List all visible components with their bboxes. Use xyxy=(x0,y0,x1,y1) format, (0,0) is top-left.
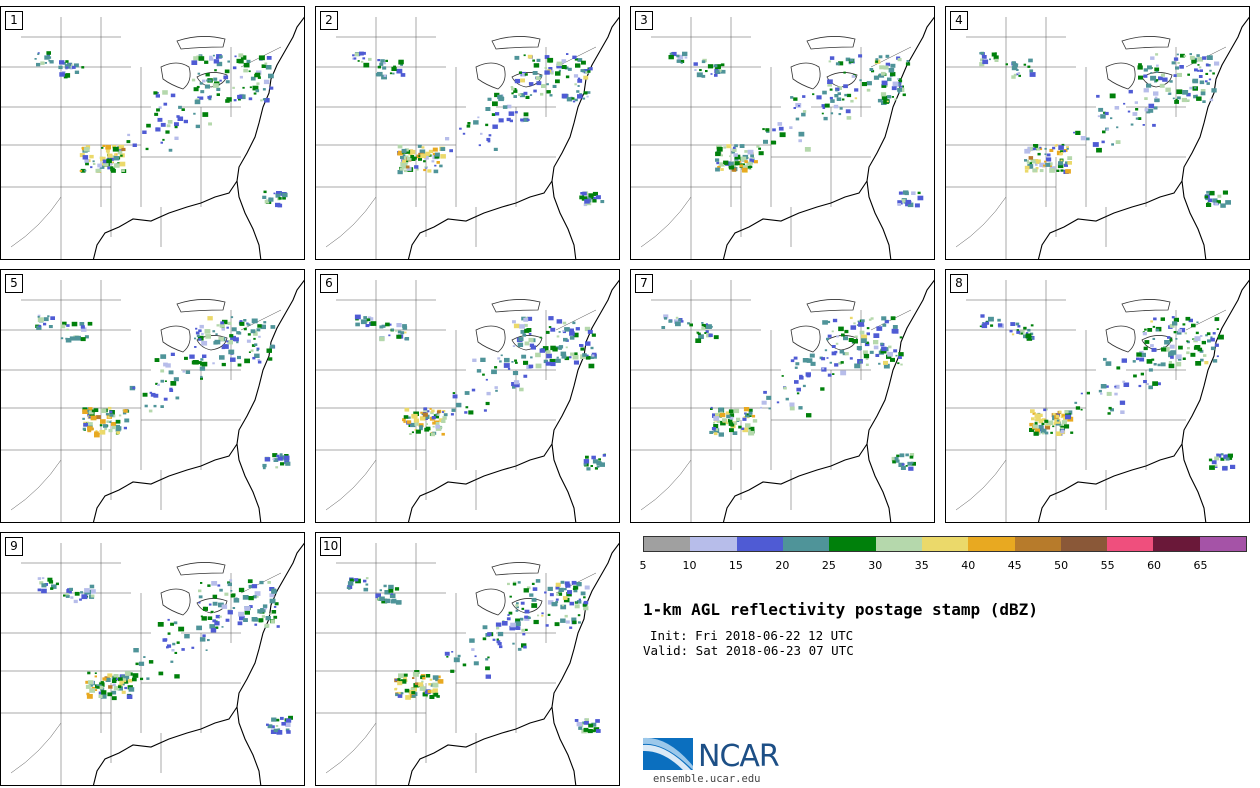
colorbar-segment xyxy=(690,537,737,551)
colorbar-tick-label: 20 xyxy=(775,559,790,572)
figure-title: 1-km AGL reflectivity postage stamp (dBZ… xyxy=(643,600,1038,619)
colorbar-segment xyxy=(1199,537,1247,551)
member-panel: 10 xyxy=(315,532,620,786)
us-map xyxy=(316,16,619,259)
member-number: 1 xyxy=(5,11,23,30)
us-map xyxy=(1,16,304,259)
colorbar-segment xyxy=(1014,537,1061,551)
colorbar-tick-labels: 5 10 15 20 25 30 35 40 45 50 55 60 65 xyxy=(639,559,1247,573)
colorbar-tick-label: 40 xyxy=(961,559,976,572)
member-number: 6 xyxy=(320,274,338,293)
colorbar-segment xyxy=(829,537,876,551)
colorbar-segment xyxy=(782,537,830,551)
member-panel: 6 xyxy=(315,269,620,523)
member-panel: 2 xyxy=(315,6,620,260)
colorbar-segment xyxy=(968,537,1015,551)
logo-url: ensemble.ucar.edu xyxy=(653,773,761,785)
us-map xyxy=(316,279,619,522)
valid-time: Valid: Sat 2018-06-23 07 UTC xyxy=(643,643,854,658)
colorbar-tick-label: 35 xyxy=(914,559,929,572)
ncar-logo-icon xyxy=(643,737,693,770)
colorbar-segment xyxy=(875,537,922,551)
member-number: 4 xyxy=(950,11,968,30)
us-map xyxy=(631,279,934,522)
colorbar-tick-label: 10 xyxy=(682,559,697,572)
colorbar-tick-label: 50 xyxy=(1054,559,1069,572)
colorbar-segment xyxy=(1107,537,1154,551)
colorbar-tick-label: 65 xyxy=(1193,559,1208,572)
colorbar-tick-label: 55 xyxy=(1100,559,1115,572)
member-number: 7 xyxy=(635,274,653,293)
colorbar-segment xyxy=(1153,537,1200,551)
member-panel: 1 xyxy=(0,6,305,260)
colorbar-tick-label: 15 xyxy=(728,559,743,572)
member-number: 2 xyxy=(320,11,338,30)
colorbar-tick-label: 45 xyxy=(1007,559,1022,572)
member-panel: 7 xyxy=(630,269,935,523)
member-number: 3 xyxy=(635,11,653,30)
us-map xyxy=(946,16,1249,259)
colorbar-tick-label: 5 xyxy=(639,559,647,572)
member-panel: 4 xyxy=(945,6,1250,260)
colorbar-segment xyxy=(736,537,783,551)
us-map xyxy=(316,542,619,785)
us-map xyxy=(946,279,1249,522)
member-number: 9 xyxy=(5,537,23,556)
member-panel: 9 xyxy=(0,532,305,786)
member-number: 5 xyxy=(5,274,23,293)
logo-wordmark: NCAR xyxy=(698,739,780,774)
member-panel: 5 xyxy=(0,269,305,523)
colorbar-tick-label: 60 xyxy=(1147,559,1162,572)
us-map xyxy=(631,16,934,259)
member-number: 10 xyxy=(320,537,342,556)
colorbar-tick-label: 30 xyxy=(868,559,883,572)
member-panel: 8 xyxy=(945,269,1250,523)
member-panel: 3 xyxy=(630,6,935,260)
colorbar-segment xyxy=(1060,537,1108,551)
init-time: Init: Fri 2018-06-22 12 UTC xyxy=(650,628,854,643)
colorbar-segment xyxy=(644,537,691,551)
colorbar-segment xyxy=(921,537,969,551)
member-number: 8 xyxy=(950,274,968,293)
us-map xyxy=(1,542,304,785)
reflectivity-colorbar xyxy=(643,536,1247,552)
colorbar-tick-label: 25 xyxy=(821,559,836,572)
us-map xyxy=(1,279,304,522)
